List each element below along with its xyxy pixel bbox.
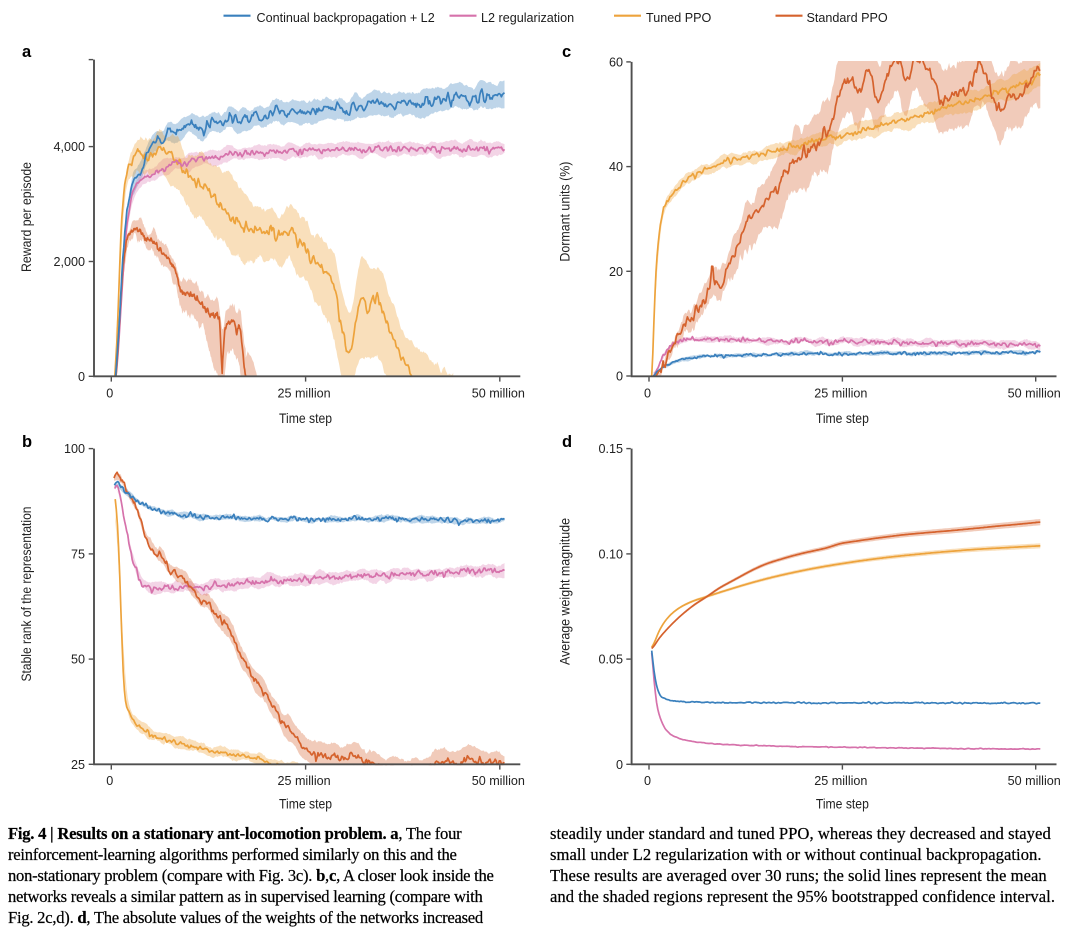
svg-text:0: 0	[106, 387, 113, 401]
svg-text:0: 0	[644, 774, 651, 788]
svg-text:0: 0	[616, 370, 623, 384]
svg-text:25 million: 25 million	[277, 387, 330, 401]
svg-text:Continual backpropagation + L2: Continual backpropagation + L2	[257, 11, 435, 25]
svg-text:50 million: 50 million	[1008, 774, 1061, 788]
svg-text:L2 regularization: L2 regularization	[481, 11, 574, 25]
svg-text:0: 0	[78, 370, 85, 384]
svg-text:0.10: 0.10	[598, 547, 623, 561]
svg-text:Average weight magnitude: Average weight magnitude	[558, 518, 573, 665]
svg-text:0: 0	[106, 774, 113, 788]
svg-text:Time step: Time step	[279, 796, 332, 812]
svg-text:4,000: 4,000	[53, 140, 85, 154]
svg-text:0.05: 0.05	[598, 653, 623, 667]
svg-text:0.15: 0.15	[598, 442, 623, 456]
svg-text:50 million: 50 million	[1008, 387, 1061, 401]
svg-text:50: 50	[71, 653, 85, 667]
svg-text:Stable rank of the representat: Stable rank of the representation	[19, 507, 34, 682]
svg-text:20: 20	[609, 265, 623, 279]
svg-text:c: c	[562, 43, 571, 61]
svg-text:Dormant units (%): Dormant units (%)	[558, 162, 573, 262]
svg-text:0: 0	[616, 758, 623, 772]
svg-text:40: 40	[609, 160, 623, 174]
svg-text:50 million: 50 million	[472, 774, 525, 788]
svg-text:25 million: 25 million	[814, 387, 867, 401]
svg-text:b: b	[22, 433, 32, 451]
svg-text:25 million: 25 million	[277, 774, 330, 788]
svg-text:Time step: Time step	[816, 410, 869, 426]
svg-text:a: a	[22, 43, 32, 61]
svg-text:Tuned PPO: Tuned PPO	[646, 11, 712, 25]
svg-text:60: 60	[609, 56, 623, 70]
svg-text:d: d	[562, 433, 572, 451]
svg-text:Reward per episode: Reward per episode	[19, 162, 34, 272]
svg-text:75: 75	[71, 547, 85, 561]
svg-text:Time step: Time step	[279, 410, 332, 426]
svg-text:100: 100	[64, 442, 85, 456]
svg-text:25: 25	[71, 758, 85, 772]
svg-text:50 million: 50 million	[472, 387, 525, 401]
svg-text:2,000: 2,000	[53, 255, 85, 269]
svg-text:0: 0	[644, 387, 651, 401]
svg-text:25 million: 25 million	[814, 774, 867, 788]
svg-text:Time step: Time step	[816, 796, 869, 812]
svg-text:Standard PPO: Standard PPO	[807, 11, 888, 25]
